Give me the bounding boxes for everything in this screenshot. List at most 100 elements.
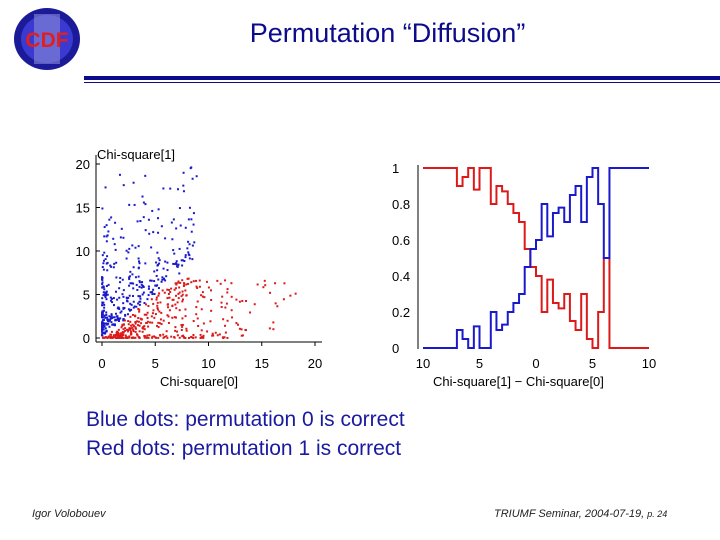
blue-point (129, 282, 132, 285)
red-point (187, 277, 190, 280)
blue-point (175, 260, 178, 263)
blue-point (125, 299, 128, 302)
blue-point (122, 307, 125, 310)
blue-point (122, 302, 125, 305)
blue-point (151, 291, 154, 294)
blue-point (104, 331, 107, 334)
red-point (181, 335, 184, 338)
red-point (151, 321, 154, 324)
blue-point (131, 273, 134, 276)
red-point (181, 325, 184, 328)
red-point (124, 334, 127, 337)
red-point (181, 317, 184, 320)
red-point (143, 328, 146, 331)
red-point (151, 335, 154, 338)
blue-point (105, 313, 108, 316)
blue-point (104, 327, 107, 330)
red-point (241, 334, 244, 337)
red-point (177, 281, 180, 284)
red-point (174, 329, 177, 332)
red-point (110, 333, 113, 336)
blue-point (137, 275, 140, 278)
blue-point (147, 287, 150, 290)
red-point (160, 311, 163, 314)
cdf-logo: CDF (12, 6, 82, 72)
red-point (109, 335, 112, 338)
red-point (118, 334, 121, 337)
fraction-y-tick-label: 0.6 (392, 233, 410, 248)
red-point (175, 283, 178, 286)
red-point (120, 333, 123, 336)
blue-point (131, 244, 134, 247)
blue-point (105, 294, 108, 297)
blue-point (147, 218, 150, 221)
blue-point (181, 259, 184, 262)
blue-point (102, 285, 105, 288)
red-point (195, 306, 198, 309)
blue-point (184, 256, 187, 259)
blue-point (195, 175, 198, 178)
blue-point (105, 329, 108, 332)
red-point (269, 291, 272, 294)
red-point (171, 305, 174, 308)
blue-point (101, 281, 104, 284)
blue-point (132, 295, 135, 298)
blue-point (118, 307, 121, 310)
red-point (156, 307, 159, 310)
blue-point (111, 301, 114, 304)
blue-point (151, 209, 154, 212)
blue-point (142, 291, 145, 294)
blue-point (105, 240, 108, 243)
blue-point (102, 328, 105, 331)
red-point (168, 309, 171, 312)
red-point (224, 324, 227, 327)
red-point (140, 322, 143, 325)
red-point (158, 292, 161, 295)
blue-point (157, 263, 160, 266)
red-point (129, 315, 132, 318)
red-point (116, 332, 119, 335)
blue-point (157, 287, 160, 290)
blue-point (101, 297, 104, 300)
red-point (129, 320, 132, 323)
blue-point (101, 331, 104, 334)
blue-point (161, 278, 164, 281)
red-point (137, 324, 140, 327)
blue-point (184, 254, 187, 257)
blue-point (146, 298, 149, 301)
blue-point (102, 326, 105, 329)
blue-point (162, 267, 165, 270)
blue-point (122, 306, 125, 309)
blue-point (190, 230, 193, 233)
blue-point (135, 283, 138, 286)
blue-point (188, 243, 191, 246)
red-point (194, 279, 197, 282)
red-series-line (423, 167, 649, 349)
red-point (101, 336, 104, 339)
blue-point (172, 218, 175, 221)
red-point (194, 336, 197, 339)
red-point (294, 292, 297, 295)
blue-point (101, 314, 104, 317)
red-point (147, 325, 150, 328)
fraction-chart: Chi-square[1] − Chi-square[0] 0 0.2 0.4 0.6… (392, 161, 656, 389)
fraction-x-tick-label: 0 (532, 356, 539, 371)
blue-point (152, 231, 155, 234)
blue-point (101, 327, 104, 330)
blue-point (102, 291, 105, 294)
red-point (152, 302, 155, 305)
blue-point (125, 249, 128, 252)
red-point (157, 321, 160, 324)
red-point (174, 303, 177, 306)
blue-point (101, 266, 104, 269)
red-point (185, 329, 188, 332)
red-point (195, 313, 198, 316)
blue-point (109, 264, 112, 267)
red-point (180, 295, 183, 298)
red-point (177, 292, 180, 295)
blue-point (138, 262, 141, 265)
blue-point (110, 321, 113, 324)
blue-point (138, 280, 141, 283)
red-point (240, 328, 243, 331)
red-point (159, 334, 162, 337)
